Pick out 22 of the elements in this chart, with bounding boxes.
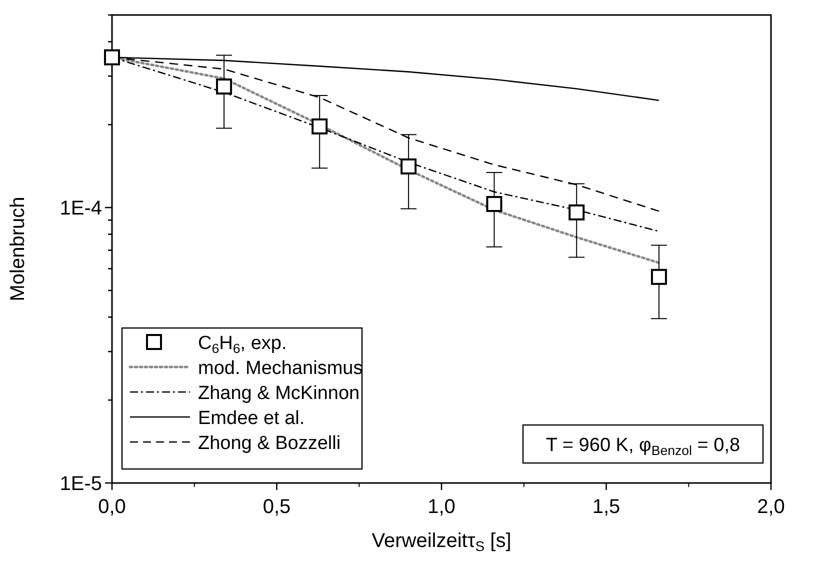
x-tick-label: 1,5 xyxy=(592,496,620,518)
point xyxy=(312,118,328,134)
legend-label: Zhong & Bozzelli xyxy=(198,433,341,454)
annotation: T = 960 K, φ$_{Benzol}$ = 0,8 xyxy=(546,435,740,458)
point xyxy=(568,204,585,220)
legend-label: mod. Mechanismus xyxy=(198,358,363,379)
point xyxy=(216,78,232,95)
legend-label: Emdee et al. xyxy=(198,408,305,429)
point xyxy=(400,158,417,174)
point xyxy=(650,268,667,285)
x-tick-label: 0,0 xyxy=(98,496,126,518)
y-tick-label: 1E-4 xyxy=(60,198,102,220)
x-tick-label: 1,0 xyxy=(428,496,456,518)
legend-label: Zhang & McKinnon xyxy=(198,383,360,404)
point xyxy=(104,49,120,66)
legend-label: C$_{6}$H$_{6}$, exp. xyxy=(198,333,287,356)
point xyxy=(486,196,502,212)
x-axis-title: Verweilzeitτ$_{S}$ [s] xyxy=(372,530,512,554)
x-tick-label: 2,0 xyxy=(757,496,785,518)
y-axis-title: Molenbruch xyxy=(7,196,29,302)
x-tick-label: 0,5 xyxy=(262,496,291,518)
y-tick-label: 1E-5 xyxy=(60,473,102,495)
